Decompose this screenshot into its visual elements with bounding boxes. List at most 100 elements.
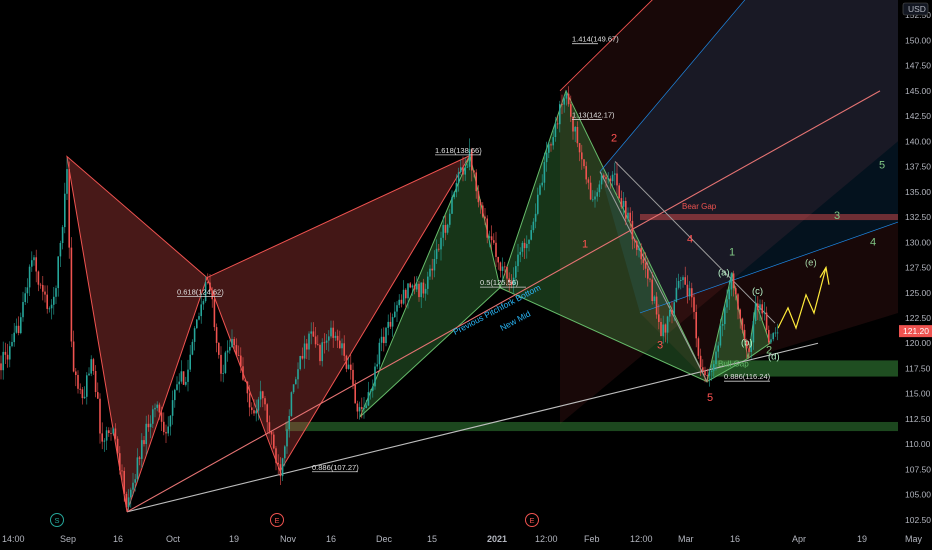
- candle-body: [94, 371, 97, 392]
- x-tick-label: Mar: [678, 534, 694, 544]
- fill-layer: [66, 0, 898, 512]
- candle-layer: [0, 86, 779, 511]
- candle-body: [449, 213, 451, 225]
- candle-body: [605, 177, 607, 179]
- pitchfork-median-line: [126, 90, 881, 513]
- candle-body: [468, 149, 471, 167]
- x-tick-label: Sep: [60, 534, 76, 544]
- wave-label-green: 2: [766, 344, 772, 356]
- candle-body: [253, 410, 255, 414]
- candle-body: [207, 282, 209, 283]
- currency-label: USD: [908, 4, 926, 14]
- y-tick-label: 140.00: [905, 136, 931, 146]
- x-tick-label: 2021: [487, 534, 507, 544]
- bull-gap-label: Bull Gap: [718, 359, 749, 368]
- candle-body: [48, 308, 51, 310]
- y-tick-label: 102.50: [905, 515, 931, 525]
- candle-body: [103, 440, 106, 442]
- candle-body: [50, 304, 53, 309]
- candle-body: [229, 346, 231, 351]
- candle-body: [462, 167, 464, 175]
- y-tick-label: 130.00: [905, 237, 931, 247]
- candle-body: [578, 143, 581, 153]
- candle-body: [664, 324, 667, 333]
- candle-body: [510, 281, 513, 286]
- candle-body: [409, 283, 411, 288]
- candle-body: [669, 309, 671, 317]
- event-marker: [270, 513, 284, 527]
- candle-body: [31, 260, 33, 267]
- y-tick-label: 147.50: [905, 61, 931, 71]
- candle-body: [497, 256, 499, 263]
- candle-body: [739, 309, 741, 319]
- candle-body: [367, 392, 370, 406]
- candle-body: [33, 257, 35, 261]
- candle-body: [644, 263, 647, 269]
- candle-body: [675, 287, 678, 303]
- candle-body: [123, 470, 125, 494]
- candle-body: [620, 198, 623, 207]
- candle-body: [534, 213, 537, 222]
- candle-body: [440, 237, 442, 250]
- candle-body: [504, 266, 506, 268]
- candle-body: [378, 342, 381, 365]
- candle-body: [625, 201, 627, 219]
- candle-body: [563, 98, 565, 105]
- candle-body: [187, 369, 189, 382]
- candle-body: [336, 335, 339, 341]
- candle-body: [116, 438, 119, 454]
- candle-body: [435, 248, 438, 259]
- candle-body: [325, 340, 328, 343]
- wave-label-red: 4: [687, 233, 693, 245]
- candle-body: [746, 340, 748, 349]
- candle-body: [545, 152, 548, 163]
- candle-body: [717, 345, 719, 352]
- candle-body: [330, 327, 332, 337]
- candle-body: [317, 344, 319, 346]
- candle-body: [594, 196, 596, 200]
- candle-body: [132, 482, 134, 490]
- y-tick-label: 145.00: [905, 86, 931, 96]
- candle-body: [772, 333, 774, 340]
- candle-body: [526, 243, 528, 249]
- x-tick-label: 16: [730, 534, 740, 544]
- price-axis-bg: [898, 0, 932, 550]
- candle-body: [354, 384, 356, 404]
- y-tick-label: 110.00: [905, 439, 931, 449]
- candle-body: [202, 301, 205, 305]
- candle-body: [149, 423, 152, 428]
- candle-body: [152, 409, 154, 424]
- candle-body: [499, 262, 502, 271]
- candle-body: [361, 407, 363, 409]
- candle-body: [629, 212, 631, 221]
- wave-label-green: 5: [879, 160, 885, 172]
- candle-body: [598, 184, 601, 193]
- candle-body: [539, 185, 541, 195]
- candle-body: [429, 268, 431, 277]
- candle-body: [127, 497, 130, 508]
- candle-body: [218, 342, 220, 355]
- candle-body: [721, 324, 724, 326]
- y-tick-label: 105.00: [905, 490, 931, 500]
- x-tick-label: 15: [427, 534, 437, 544]
- candle-body: [83, 396, 86, 399]
- candle-body: [312, 331, 315, 337]
- candle-body: [416, 283, 418, 290]
- y-tick-label: 127.50: [905, 263, 931, 273]
- candle-body: [185, 381, 187, 385]
- candle-body: [306, 343, 308, 350]
- x-tick-label: 16: [113, 534, 123, 544]
- candle-body: [339, 340, 341, 349]
- candle-body: [561, 104, 563, 105]
- y-tick-label: 135.00: [905, 187, 931, 197]
- y-tick-label: 115.00: [905, 389, 931, 399]
- candle-body: [64, 193, 66, 228]
- candle-body: [143, 440, 145, 445]
- candle-body: [394, 311, 396, 318]
- candle-body: [642, 259, 645, 264]
- candle-body: [396, 305, 398, 312]
- candle-body: [589, 182, 592, 200]
